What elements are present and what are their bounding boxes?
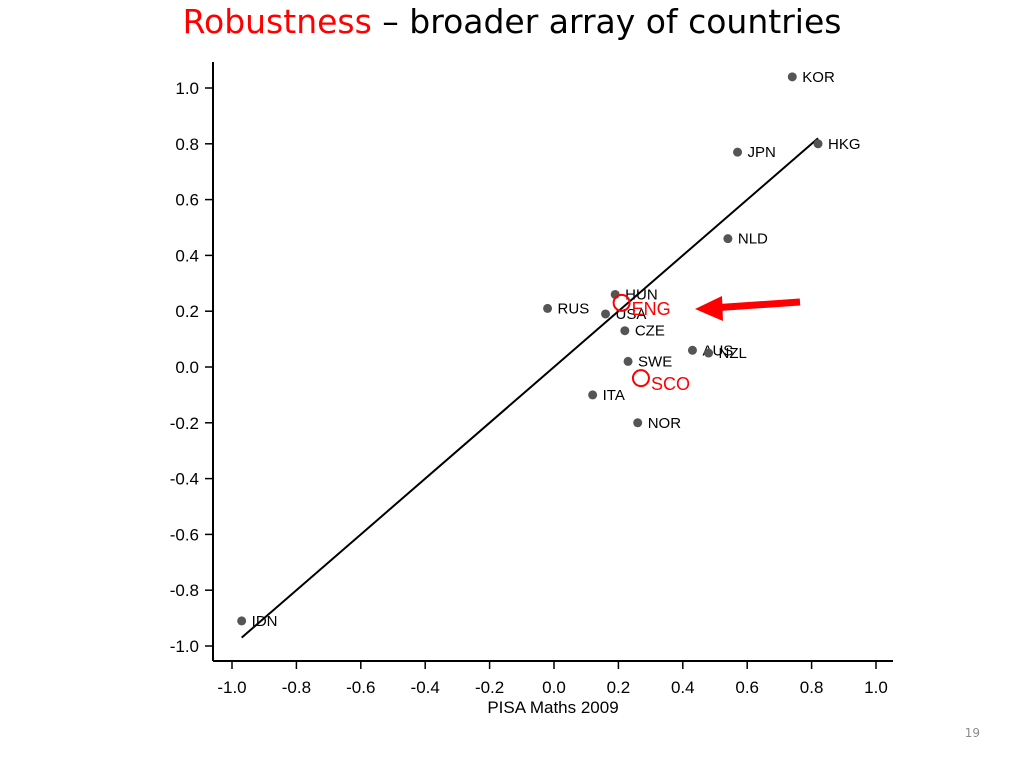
slide-title: Robustness – broader array of countries xyxy=(0,0,1024,50)
point-label: CZE xyxy=(635,323,665,340)
data-point-hkg xyxy=(813,139,823,149)
x-tick-label: -0.8 xyxy=(282,678,311,697)
y-axis-ticks: 1.0 0.8 0.6 0.4 0.2 0.0 -0.2 -0.4 -0.6 -0.8 -1.0 xyxy=(170,79,213,656)
data-point-aus xyxy=(687,345,697,355)
x-tick-label: 0.6 xyxy=(735,678,759,697)
x-axis-ticks: -1.0 -0.8 -0.6 -0.4 -0.2 0.0 0.2 0.4 0.6 0.8 1.0 xyxy=(217,661,888,697)
point-label: KOR xyxy=(802,69,835,86)
point-label: HKG xyxy=(828,136,861,153)
point-label: ITA xyxy=(603,387,625,404)
point-label: NLD xyxy=(738,231,768,248)
point-label: IDN xyxy=(252,613,278,630)
y-tick-label: -0.4 xyxy=(170,470,199,489)
point-label: JPN xyxy=(748,144,776,161)
data-point-rus xyxy=(543,303,553,313)
data-point-cze xyxy=(620,326,630,336)
x-tick-label: 0.2 xyxy=(607,678,631,697)
y-tick-label: 0.4 xyxy=(175,246,199,265)
highlighted-points: ENG SCO xyxy=(612,293,690,394)
y-tick-label: -1.0 xyxy=(170,637,199,656)
data-point-kor xyxy=(787,72,797,82)
highlighted-point-label: ENG xyxy=(632,299,671,319)
x-tick-label: -0.2 xyxy=(475,678,504,697)
x-tick-label: -1.0 xyxy=(217,678,246,697)
slide-title-accent: Robustness xyxy=(182,2,372,41)
x-tick-label: -0.4 xyxy=(411,678,440,697)
point-label: SWE xyxy=(638,353,672,370)
y-tick-label: 1.0 xyxy=(175,79,199,98)
slide-number: 19 xyxy=(964,726,980,740)
data-point-nor xyxy=(633,418,643,428)
highlighted-point-eng xyxy=(612,293,631,312)
point-label: NZL xyxy=(719,345,747,362)
x-tick-label: 0.0 xyxy=(542,678,566,697)
highlighted-point-sco xyxy=(631,369,650,388)
point-label: RUS xyxy=(558,300,590,317)
x-tick-label: 0.8 xyxy=(800,678,824,697)
data-point-usa xyxy=(601,309,611,319)
data-point-nld xyxy=(723,234,733,244)
y-tick-label: 0.2 xyxy=(175,302,199,321)
highlighted-point-label: SCO xyxy=(651,374,690,394)
y-tick-label: -0.8 xyxy=(170,581,199,600)
y-tick-label: -0.6 xyxy=(170,525,199,544)
point-label: HUN xyxy=(625,286,658,303)
data-point-idn xyxy=(237,616,247,626)
x-axis-title: PISA Maths 2009 xyxy=(487,698,618,717)
arrow-shaft xyxy=(711,298,801,312)
x-tick-label: 1.0 xyxy=(864,678,888,697)
x-tick-label: -0.6 xyxy=(346,678,375,697)
highlight-arrow xyxy=(695,296,801,321)
data-point-jpn xyxy=(733,147,743,157)
slide-title-rest: – broader array of countries xyxy=(371,2,842,41)
y-tick-label: -0.2 xyxy=(170,414,199,433)
y-tick-label: 0.6 xyxy=(175,191,199,210)
y-tick-label: 0.0 xyxy=(175,358,199,377)
x-tick-label: 0.4 xyxy=(671,678,695,697)
data-point-swe xyxy=(623,356,633,366)
point-label: NOR xyxy=(648,415,682,432)
fit-line xyxy=(241,137,819,639)
data-point-ita xyxy=(588,390,598,400)
y-tick-label: 0.8 xyxy=(175,135,199,154)
data-point-nzl xyxy=(704,348,714,358)
arrow-head xyxy=(695,296,723,321)
